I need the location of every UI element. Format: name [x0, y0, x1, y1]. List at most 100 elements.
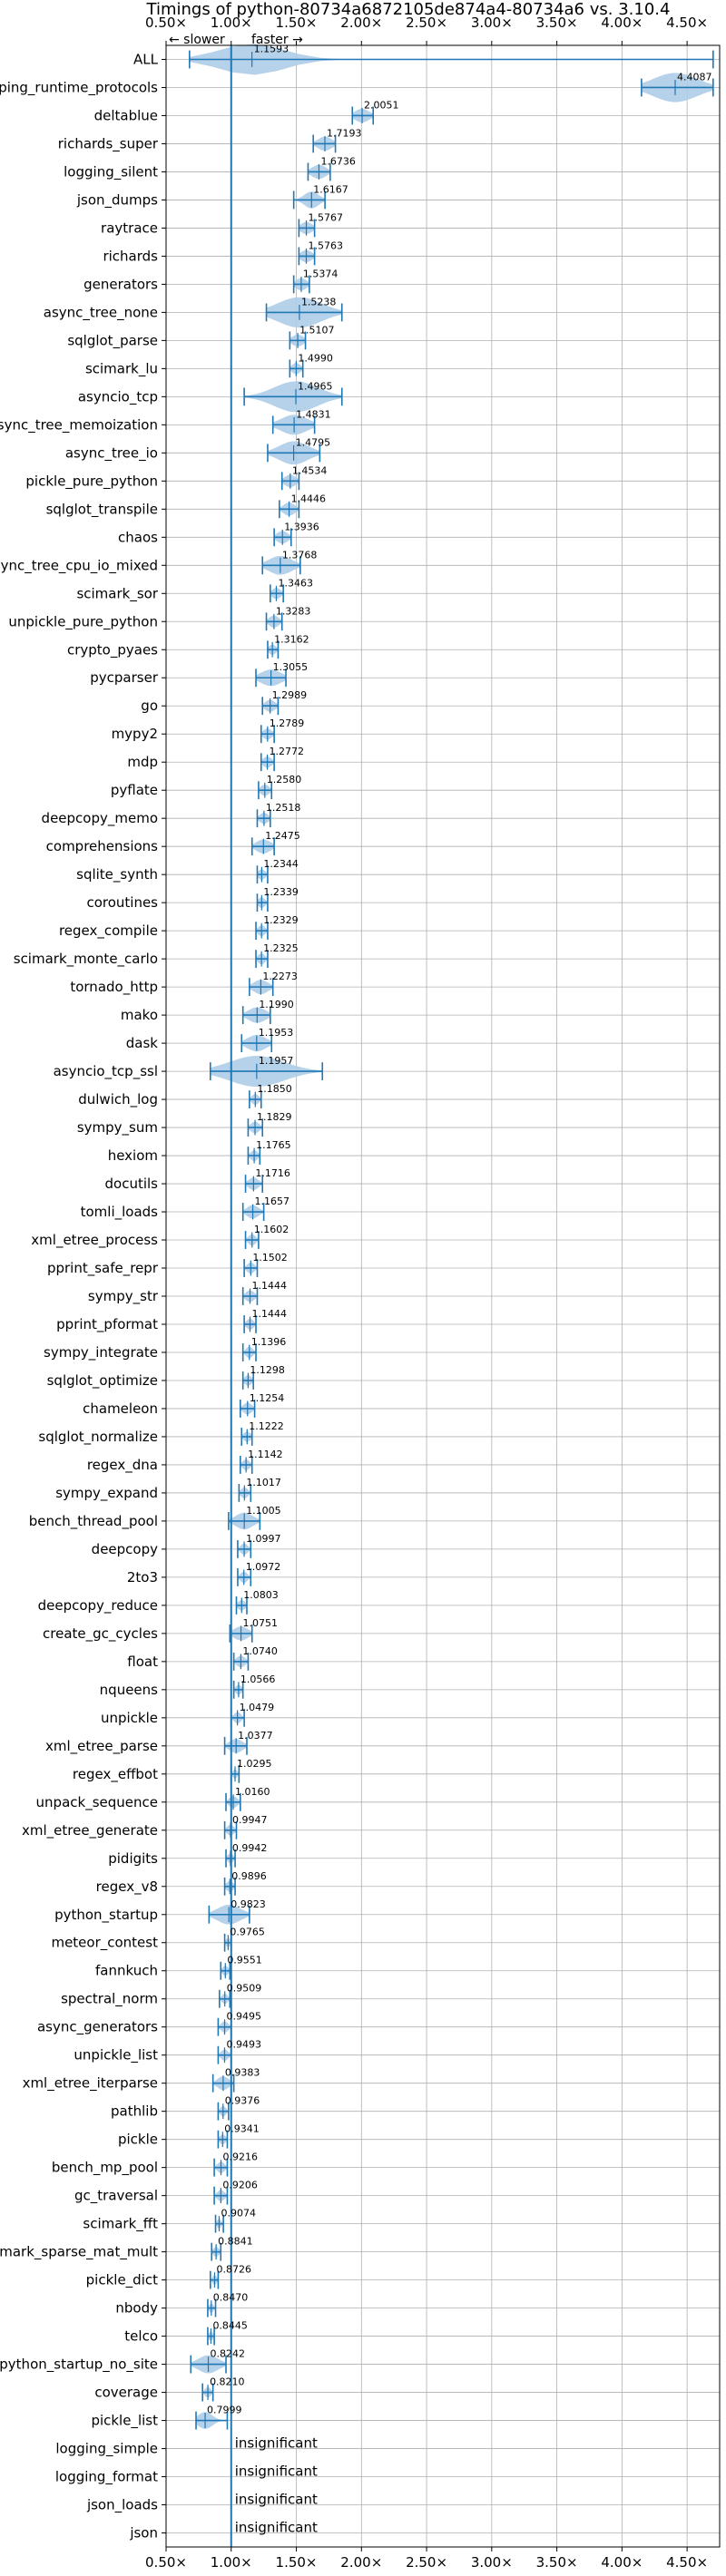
value-label: 0.9896: [231, 1870, 267, 1882]
value-label: 0.9216: [223, 2152, 259, 2163]
value-label: 0.8445: [212, 2320, 247, 2332]
value-label: 0.9206: [222, 2180, 258, 2191]
benchmark-name: sympy_expand: [55, 1485, 158, 1502]
value-label: 0.9074: [221, 2208, 256, 2220]
value-label: 1.5763: [308, 239, 343, 251]
value-label: 1.1765: [256, 1139, 291, 1151]
benchmark-name: nqueens: [100, 1682, 158, 1698]
value-label: 1.2339: [263, 886, 299, 898]
benchmark-name: mypy2: [112, 726, 158, 742]
x-tick-label-top: 4.00×: [601, 15, 643, 31]
value-label: 0.9383: [225, 2067, 260, 2079]
x-tick-label-top: 1.50×: [276, 15, 318, 31]
x-tick-label-bottom: 0.50×: [145, 2554, 187, 2571]
value-label: 1.1602: [254, 1224, 289, 1235]
value-label: 1.1657: [255, 1195, 290, 1207]
value-label: 1.0377: [238, 1730, 273, 1742]
benchmark-name: logging_simple: [55, 2441, 158, 2458]
benchmark-name: xml_etree_iterparse: [23, 2075, 158, 2093]
value-label: 1.4446: [291, 493, 327, 504]
value-label: 1.3055: [273, 661, 309, 673]
value-label: 1.0803: [243, 1589, 279, 1601]
benchmark-name: float: [127, 1654, 158, 1670]
x-tick-label-bottom: 1.00×: [211, 2554, 252, 2571]
benchmark-name: regex_dna: [87, 1457, 158, 1474]
value-label: 1.5107: [299, 324, 335, 336]
value-label: 1.1953: [259, 1027, 294, 1039]
value-label: 1.2273: [262, 971, 298, 982]
benchmark-name: python_startup_no_site: [0, 2356, 158, 2374]
benchmark-name: async_tree_memoization: [0, 416, 158, 434]
x-tick-label-bottom: 3.00×: [471, 2554, 513, 2571]
benchmark-name: xml_etree_process: [31, 1232, 158, 1249]
benchmark-name: async_tree_none: [44, 304, 158, 321]
benchmark-name: unpickle_pure_python: [8, 613, 158, 630]
benchmark-name: pickle: [118, 2132, 158, 2148]
benchmark-name: mdp: [127, 754, 158, 770]
value-label: 0.8470: [213, 2292, 248, 2304]
value-label: 0.9947: [232, 1814, 268, 1826]
faster-direction-label: faster →: [251, 33, 303, 47]
value-label: 1.1716: [255, 1167, 290, 1179]
benchmark-name: sqlglot_transpile: [46, 501, 158, 518]
benchmark-name: typing_runtime_protocols: [0, 79, 158, 96]
benchmark-name: coroutines: [86, 894, 158, 911]
value-label: 1.0479: [240, 1702, 275, 1713]
benchmark-name: chameleon: [83, 1400, 158, 1417]
value-label: 0.9942: [232, 1842, 268, 1854]
benchmark-name: asyncio_tcp_ssl: [54, 1063, 158, 1080]
benchmark-name: sympy_sum: [77, 1119, 158, 1137]
benchmark-name: regex_effbot: [73, 1766, 158, 1783]
benchmark-name: chaos: [118, 529, 158, 545]
slower-direction-label: ← slower: [169, 33, 225, 47]
benchmark-name: pathlib: [111, 2103, 158, 2120]
benchmark-name: spectral_norm: [61, 1991, 158, 2008]
value-label: 1.4831: [296, 408, 331, 420]
benchmark-name: scimark_sparse_mat_mult: [0, 2244, 158, 2261]
value-label: 1.3463: [278, 577, 313, 589]
benchmark-name: comprehensions: [46, 838, 159, 854]
value-label: 1.6167: [313, 183, 348, 195]
benchmark-name: fannkuch: [95, 1963, 158, 1979]
value-label: 1.6736: [320, 155, 356, 167]
benchmark-name: json_loads: [86, 2497, 158, 2514]
x-axis: 0.50× 0.50× 1.00× 1.00× 1.50× 1.50× 2.00× 2.00×…: [145, 15, 721, 2571]
value-label: 1.2789: [270, 717, 305, 729]
value-label: 1.2329: [263, 914, 299, 926]
x-tick-label-top: 1.00×: [211, 15, 252, 31]
value-label: 1.1829: [257, 1111, 292, 1123]
benchmark-name: ALL: [133, 51, 159, 67]
value-label: 1.1957: [259, 1055, 294, 1067]
benchmark-name: async_tree_cpu_io_mixed: [0, 557, 158, 574]
value-label: 1.1444: [251, 1280, 287, 1292]
benchmark-name: richards_super: [58, 135, 159, 152]
x-tick-label-bottom: 2.00×: [340, 2554, 382, 2571]
benchmark-name: sqlite_synth: [76, 866, 158, 883]
benchmark-labels: ALL 1.1593 typing_runtime_protocols 4.4087 d…: [0, 43, 712, 2541]
x-tick-label-top: 2.00×: [340, 15, 382, 31]
x-tick-label-top: 2.50×: [406, 15, 447, 31]
benchmark-name: unpickle: [101, 1710, 158, 1726]
benchmark-name: gc_traversal: [74, 2188, 158, 2205]
benchmark-name: go: [141, 698, 158, 714]
value-label: 1.4534: [292, 464, 328, 476]
value-label: 1.4990: [298, 352, 333, 364]
value-label: 0.8210: [210, 2376, 245, 2388]
value-label: 1.1005: [246, 1505, 281, 1517]
benchmark-name: xml_etree_generate: [22, 1822, 158, 1839]
value-label: 1.1017: [246, 1477, 281, 1488]
benchmark-name: telco: [124, 2328, 158, 2345]
chart-marks: [189, 44, 714, 2547]
value-label: 1.2772: [270, 746, 305, 757]
benchmark-name: xml_etree_parse: [45, 1738, 158, 1755]
benchmark-name: logging_silent: [64, 163, 158, 181]
benchmark-name: regex_v8: [96, 1878, 158, 1896]
value-label: 0.9765: [230, 1927, 265, 1938]
insignificant-label: insignificant: [235, 2492, 318, 2508]
value-label: 1.7193: [327, 127, 362, 139]
value-label: 1.4965: [298, 380, 333, 392]
benchmark-name: deepcopy_memo: [42, 810, 158, 827]
value-label: 0.9509: [227, 1983, 262, 1995]
value-label: 0.9376: [225, 2095, 260, 2107]
